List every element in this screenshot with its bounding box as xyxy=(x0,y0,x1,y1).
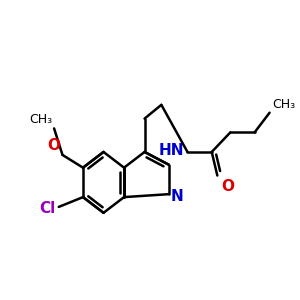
Text: O: O xyxy=(221,179,234,194)
Text: N: N xyxy=(171,189,183,204)
Text: CH₃: CH₃ xyxy=(272,98,296,111)
Text: CH₃: CH₃ xyxy=(29,113,52,126)
Text: O: O xyxy=(48,138,61,153)
Text: HN: HN xyxy=(158,142,184,158)
Text: Cl: Cl xyxy=(39,201,55,216)
